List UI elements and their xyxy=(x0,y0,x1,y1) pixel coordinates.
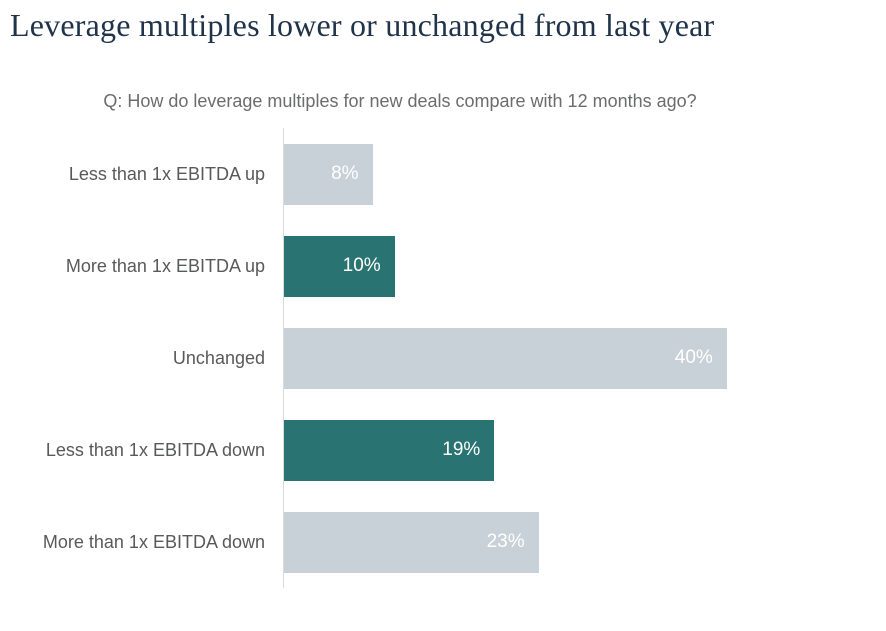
value-label: 23% xyxy=(486,531,525,552)
category-label: More than 1x EBITDA down xyxy=(42,531,265,552)
bar: 40% xyxy=(284,327,727,389)
category-label: Unchanged xyxy=(172,347,265,368)
value-label: 8% xyxy=(331,163,359,184)
bar: 23% xyxy=(284,511,539,573)
bar-chart: Less than 1x EBITDA up 8% More than 1x EBI… xyxy=(0,128,876,588)
chart-row: More than 1x EBITDA up 10% xyxy=(0,220,876,312)
chart-title: Leverage multiples lower or unchanged fr… xyxy=(10,7,715,43)
bar: 10% xyxy=(284,235,395,297)
chart-subtitle: Q: How do leverage multiples for new dea… xyxy=(103,91,697,111)
category-label: Less than 1x EBITDA down xyxy=(45,439,265,460)
category-label: More than 1x EBITDA up xyxy=(65,255,265,276)
value-label: 10% xyxy=(342,255,381,276)
y-axis-line xyxy=(283,128,284,588)
chart-rows: Less than 1x EBITDA up 8% More than 1x EBI… xyxy=(0,128,876,588)
chart-row: Less than 1x EBITDA down 19% xyxy=(0,404,876,496)
value-label: 40% xyxy=(674,347,713,368)
chart-row: Less than 1x EBITDA up 8% xyxy=(0,128,876,220)
value-label: 19% xyxy=(442,439,481,460)
chart-row: More than 1x EBITDA down 23% xyxy=(0,496,876,588)
chart-subtitle-wrap: Q: How do leverage multiples for new dea… xyxy=(0,88,800,114)
bar: 8% xyxy=(284,143,373,205)
category-label: Less than 1x EBITDA up xyxy=(68,163,265,184)
bar: 19% xyxy=(284,419,495,481)
chart-row: Unchanged 40% xyxy=(0,312,876,404)
